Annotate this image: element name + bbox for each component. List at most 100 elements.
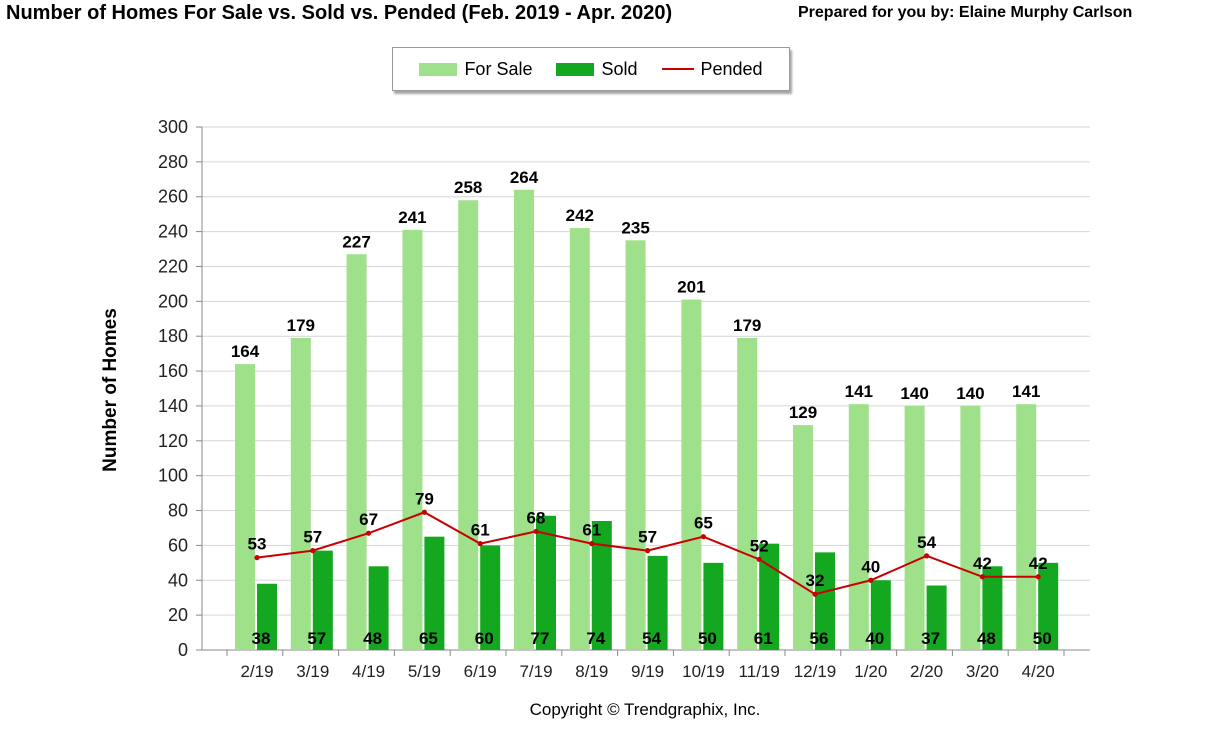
- x-tick-label: 11/19: [739, 662, 780, 681]
- bar-for-sale: [625, 240, 646, 651]
- point-pended: [421, 509, 427, 515]
- point-pended: [868, 577, 874, 583]
- bar-for-sale: [346, 254, 367, 650]
- bar-for-sale: [569, 228, 590, 650]
- y-tick-label: 160: [158, 361, 188, 381]
- prepared-by-text: Prepared for you by: Elaine Murphy Carls…: [798, 4, 1133, 21]
- legend-label-sold: Sold: [601, 58, 638, 79]
- legend-swatch-pended: [661, 68, 694, 70]
- bar-for-sale: [904, 405, 925, 650]
- data-label-for-sale: 140: [956, 384, 984, 403]
- bar-sold: [257, 583, 277, 650]
- x-tick-label: 9/19: [631, 662, 664, 681]
- bar-sold: [312, 550, 333, 650]
- bar-for-sale: [235, 364, 255, 650]
- data-label-pended: 79: [415, 489, 434, 508]
- data-label-sold: 60: [475, 629, 494, 648]
- data-label-pended: 42: [973, 554, 992, 573]
- data-label-pended: 40: [861, 557, 880, 576]
- bar-sold: [759, 543, 780, 650]
- data-label-pended: 68: [527, 508, 546, 527]
- data-label-for-sale: 241: [398, 208, 426, 227]
- bar-sold: [703, 562, 724, 650]
- y-tick-label: 180: [158, 326, 188, 346]
- data-label-pended: 57: [638, 528, 657, 547]
- x-tick-label: 2/20: [910, 662, 943, 681]
- x-tick-label: 4/19: [352, 662, 385, 681]
- data-label-pended: 61: [471, 521, 490, 540]
- bar-for-sale: [514, 189, 534, 650]
- data-label-pended: 32: [806, 571, 825, 590]
- data-label-sold: 50: [1033, 629, 1052, 648]
- point-pended: [310, 548, 316, 554]
- bar-for-sale: [402, 229, 423, 650]
- point-pended: [254, 555, 260, 561]
- bar-sold: [424, 536, 445, 650]
- point-pended: [924, 553, 930, 559]
- data-label-for-sale: 264: [510, 168, 539, 187]
- point-pended: [589, 541, 595, 547]
- y-tick-label: 120: [158, 431, 188, 451]
- point-pended: [812, 591, 818, 597]
- data-label-sold: 77: [531, 629, 550, 648]
- x-tick-label: 3/20: [966, 662, 999, 681]
- x-tick-label: 10/19: [682, 662, 725, 681]
- y-tick-label: 100: [158, 466, 188, 486]
- y-tick-label: 300: [158, 117, 188, 137]
- data-label-for-sale: 179: [733, 316, 761, 335]
- data-label-pended: 52: [750, 536, 769, 555]
- data-label-sold: 74: [586, 629, 605, 648]
- data-label-for-sale: 179: [287, 316, 315, 335]
- data-label-sold: 56: [810, 629, 829, 648]
- bar-sold: [870, 580, 891, 650]
- y-tick-label: 0: [178, 640, 188, 660]
- data-label-pended: 67: [359, 510, 378, 529]
- bar-for-sale: [681, 299, 702, 650]
- legend-item-for-sale: For Sale: [419, 59, 532, 80]
- data-label-sold: 38: [252, 629, 271, 648]
- legend-label-pended: Pended: [700, 58, 763, 79]
- y-tick-label: 280: [158, 152, 188, 172]
- data-label-sold: 37: [921, 629, 940, 648]
- chart-legend: For Sale Sold Pended: [392, 47, 790, 91]
- bar-for-sale: [848, 404, 869, 650]
- legend-item-sold: Sold: [556, 58, 638, 80]
- data-label-pended: 53: [248, 535, 267, 554]
- data-label-sold: 57: [307, 629, 326, 648]
- legend-swatch-sold: [556, 62, 595, 76]
- data-label-for-sale: 164: [231, 342, 260, 361]
- data-label-sold: 48: [363, 629, 382, 648]
- data-label-for-sale: 227: [342, 232, 370, 251]
- bar-sold: [926, 585, 947, 650]
- data-label-for-sale: 140: [900, 384, 928, 403]
- bar-sold: [536, 515, 556, 650]
- x-tick-label: 3/19: [296, 662, 329, 681]
- data-label-sold: 50: [698, 629, 717, 648]
- x-tick-label: 7/19: [519, 662, 552, 681]
- point-pended: [1035, 574, 1041, 580]
- copyright-text: Copyright © Trendgraphix, Inc.: [529, 700, 761, 719]
- data-label-pended: 57: [303, 528, 322, 547]
- bar-sold: [815, 552, 835, 650]
- data-label-pended: 42: [1029, 554, 1048, 573]
- y-tick-label: 260: [158, 187, 188, 207]
- data-label-sold: 40: [865, 629, 884, 648]
- data-label-for-sale: 258: [454, 178, 482, 197]
- data-label-for-sale: 129: [789, 403, 817, 422]
- x-tick-label: 12/19: [794, 662, 837, 681]
- data-label-for-sale: 201: [677, 278, 705, 297]
- point-pended: [700, 534, 707, 540]
- x-tick-label: 8/19: [575, 662, 608, 681]
- data-label-sold: 48: [977, 629, 996, 648]
- bar-sold: [368, 566, 389, 650]
- y-tick-label: 200: [158, 291, 188, 311]
- bar-sold: [647, 555, 668, 650]
- data-label-sold: 65: [419, 629, 438, 648]
- bar-sold: [591, 520, 612, 650]
- y-tick-label: 40: [168, 570, 188, 590]
- x-tick-label: 4/20: [1022, 662, 1055, 681]
- data-label-sold: 61: [754, 629, 773, 648]
- data-label-pended: 54: [917, 533, 936, 552]
- legend-item-pended: Pended: [661, 58, 763, 80]
